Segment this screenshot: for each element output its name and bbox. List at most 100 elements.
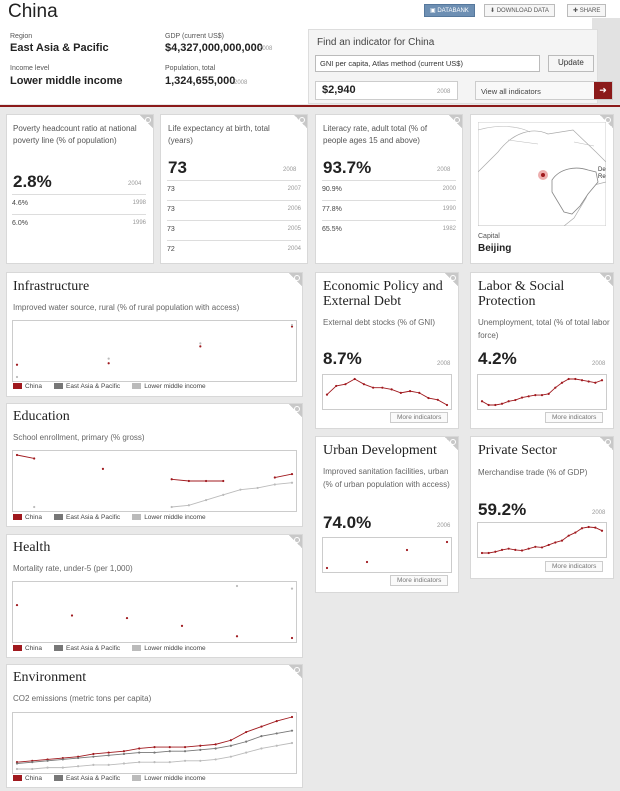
data-point[interactable] (214, 743, 217, 746)
databank-button[interactable]: ▣ DATABANK (424, 4, 475, 17)
data-point[interactable] (199, 342, 202, 345)
data-point[interactable] (436, 398, 439, 401)
data-point[interactable] (520, 396, 524, 399)
data-point[interactable] (122, 762, 126, 765)
more-indicators-button[interactable]: More indicators (545, 561, 604, 572)
magnify-icon[interactable] (449, 115, 462, 128)
data-point[interactable] (372, 386, 375, 389)
data-point[interactable] (235, 635, 239, 638)
data-point[interactable] (204, 479, 208, 483)
data-point[interactable] (199, 345, 202, 348)
arrow-right-icon[interactable]: ➜ (594, 82, 612, 99)
data-point[interactable] (290, 325, 294, 328)
data-point[interactable] (92, 763, 95, 766)
data-point[interactable] (15, 453, 19, 457)
data-point[interactable] (418, 391, 421, 394)
data-point[interactable] (290, 636, 294, 640)
data-point[interactable] (168, 761, 171, 764)
data-point[interactable] (554, 541, 557, 544)
data-point[interactable] (500, 548, 504, 552)
data-point[interactable] (580, 527, 584, 530)
data-point[interactable] (229, 744, 232, 747)
data-point[interactable] (527, 547, 530, 550)
more-indicators-button[interactable]: More indicators (390, 412, 449, 423)
data-point[interactable] (168, 746, 171, 749)
share-button[interactable]: ✚ SHARE (567, 4, 607, 17)
data-point[interactable] (560, 381, 564, 384)
data-point[interactable] (587, 525, 590, 529)
view-all-indicators-button[interactable] (475, 81, 613, 100)
data-point[interactable] (560, 539, 564, 542)
data-point[interactable] (325, 566, 329, 570)
education-chart[interactable] (12, 450, 297, 512)
environment-chart[interactable] (12, 712, 297, 774)
data-point[interactable] (290, 729, 294, 732)
data-point[interactable] (567, 377, 570, 381)
data-point[interactable] (260, 725, 263, 728)
data-point[interactable] (101, 467, 105, 470)
data-point[interactable] (239, 488, 242, 491)
data-point[interactable] (125, 616, 129, 620)
data-point[interactable] (122, 752, 126, 756)
data-point[interactable] (567, 534, 570, 537)
data-point[interactable] (480, 551, 484, 555)
data-point[interactable] (487, 403, 490, 407)
data-point[interactable] (15, 767, 19, 771)
data-point[interactable] (381, 386, 384, 389)
magnify-icon[interactable] (600, 437, 613, 450)
data-point[interactable] (122, 750, 126, 753)
data-point[interactable] (534, 545, 537, 548)
data-point[interactable] (445, 540, 449, 544)
data-point[interactable] (46, 759, 49, 762)
data-point[interactable] (365, 560, 369, 564)
data-point[interactable] (534, 393, 537, 397)
data-point[interactable] (180, 624, 184, 627)
data-point[interactable] (31, 761, 34, 764)
data-point[interactable] (260, 735, 263, 738)
data-point[interactable] (235, 584, 239, 588)
data-point[interactable] (107, 754, 110, 757)
economic-policy-chart[interactable] (322, 374, 452, 410)
data-point[interactable] (290, 715, 294, 719)
data-point[interactable] (427, 396, 430, 400)
magnify-icon[interactable] (289, 273, 302, 286)
data-point[interactable] (245, 751, 248, 754)
data-point[interactable] (408, 390, 412, 393)
data-point[interactable] (445, 403, 449, 407)
data-point[interactable] (540, 393, 544, 397)
data-point[interactable] (514, 398, 517, 402)
data-point[interactable] (153, 761, 156, 764)
data-point[interactable] (399, 391, 402, 394)
data-point[interactable] (260, 747, 263, 750)
data-point[interactable] (15, 375, 19, 379)
data-point[interactable] (594, 381, 597, 384)
data-point[interactable] (92, 755, 95, 758)
data-point[interactable] (540, 546, 544, 549)
data-point[interactable] (344, 383, 347, 386)
data-point[interactable] (153, 751, 156, 754)
data-point[interactable] (168, 750, 171, 753)
urban-development-chart[interactable] (322, 537, 452, 573)
data-point[interactable] (405, 548, 409, 552)
data-point[interactable] (245, 740, 248, 743)
data-point[interactable] (594, 526, 597, 529)
data-point[interactable] (15, 363, 19, 366)
data-point[interactable] (245, 730, 248, 734)
data-point[interactable] (290, 587, 294, 590)
data-point[interactable] (494, 550, 497, 553)
data-point[interactable] (214, 758, 217, 761)
data-point[interactable] (15, 603, 19, 607)
more-indicators-button[interactable]: More indicators (545, 412, 604, 423)
data-point[interactable] (275, 720, 278, 723)
data-point[interactable] (487, 551, 490, 555)
data-point[interactable] (256, 486, 259, 490)
data-point[interactable] (222, 479, 225, 483)
data-point[interactable] (138, 751, 141, 754)
magnify-icon[interactable] (289, 535, 302, 548)
more-indicators-button[interactable]: More indicators (390, 575, 449, 586)
data-point[interactable] (204, 498, 208, 502)
data-point[interactable] (33, 457, 36, 460)
data-point[interactable] (92, 752, 95, 756)
data-point[interactable] (507, 400, 510, 403)
data-point[interactable] (325, 393, 329, 396)
